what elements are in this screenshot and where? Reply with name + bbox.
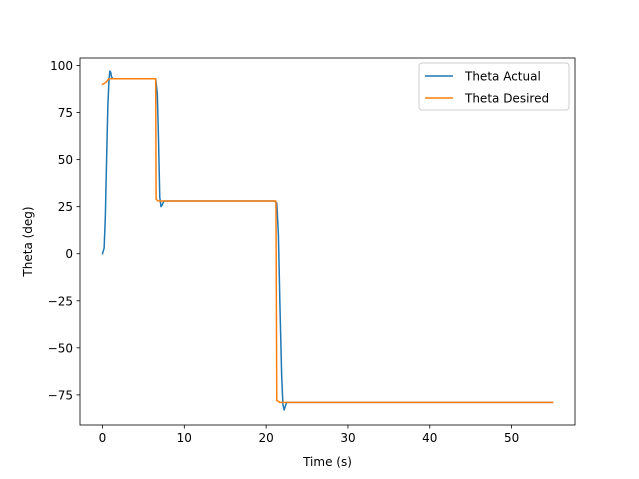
y-axis: −75 −50 −25 0 25 50 75 100 — [48, 59, 80, 402]
y-axis-label: Theta (deg) — [21, 206, 35, 277]
legend-box — [418, 62, 570, 111]
x-tick-label: 40 — [422, 431, 437, 445]
y-tick-label: −25 — [48, 294, 73, 308]
y-tick-label: 75 — [58, 106, 73, 120]
series-layer — [101, 70, 554, 411]
x-axis: 0 10 20 30 40 50 — [99, 425, 519, 445]
y-tick-label: 50 — [58, 153, 73, 167]
x-tick-label: 20 — [258, 431, 273, 445]
y-tick-label: 25 — [58, 200, 73, 214]
legend-label-theta-actual: Theta Actual — [464, 70, 541, 84]
x-tick-label: 0 — [99, 431, 107, 445]
series-line-theta-actual — [101, 70, 554, 411]
x-tick-label: 30 — [340, 431, 355, 445]
y-tick-label: −75 — [48, 388, 73, 402]
legend-label-theta-desired: Theta Desired — [464, 92, 549, 106]
x-tick-label: 50 — [504, 431, 519, 445]
y-tick-label: −50 — [48, 341, 73, 355]
y-tick-label: 100 — [50, 59, 73, 73]
x-axis-label: Time (s) — [302, 455, 352, 469]
x-tick-label: 10 — [177, 431, 192, 445]
y-tick-label: 0 — [65, 247, 73, 261]
legend: Theta Actual Theta Desired — [418, 62, 570, 111]
axes-frame — [79, 57, 576, 426]
series-line-theta-desired — [101, 77, 554, 404]
